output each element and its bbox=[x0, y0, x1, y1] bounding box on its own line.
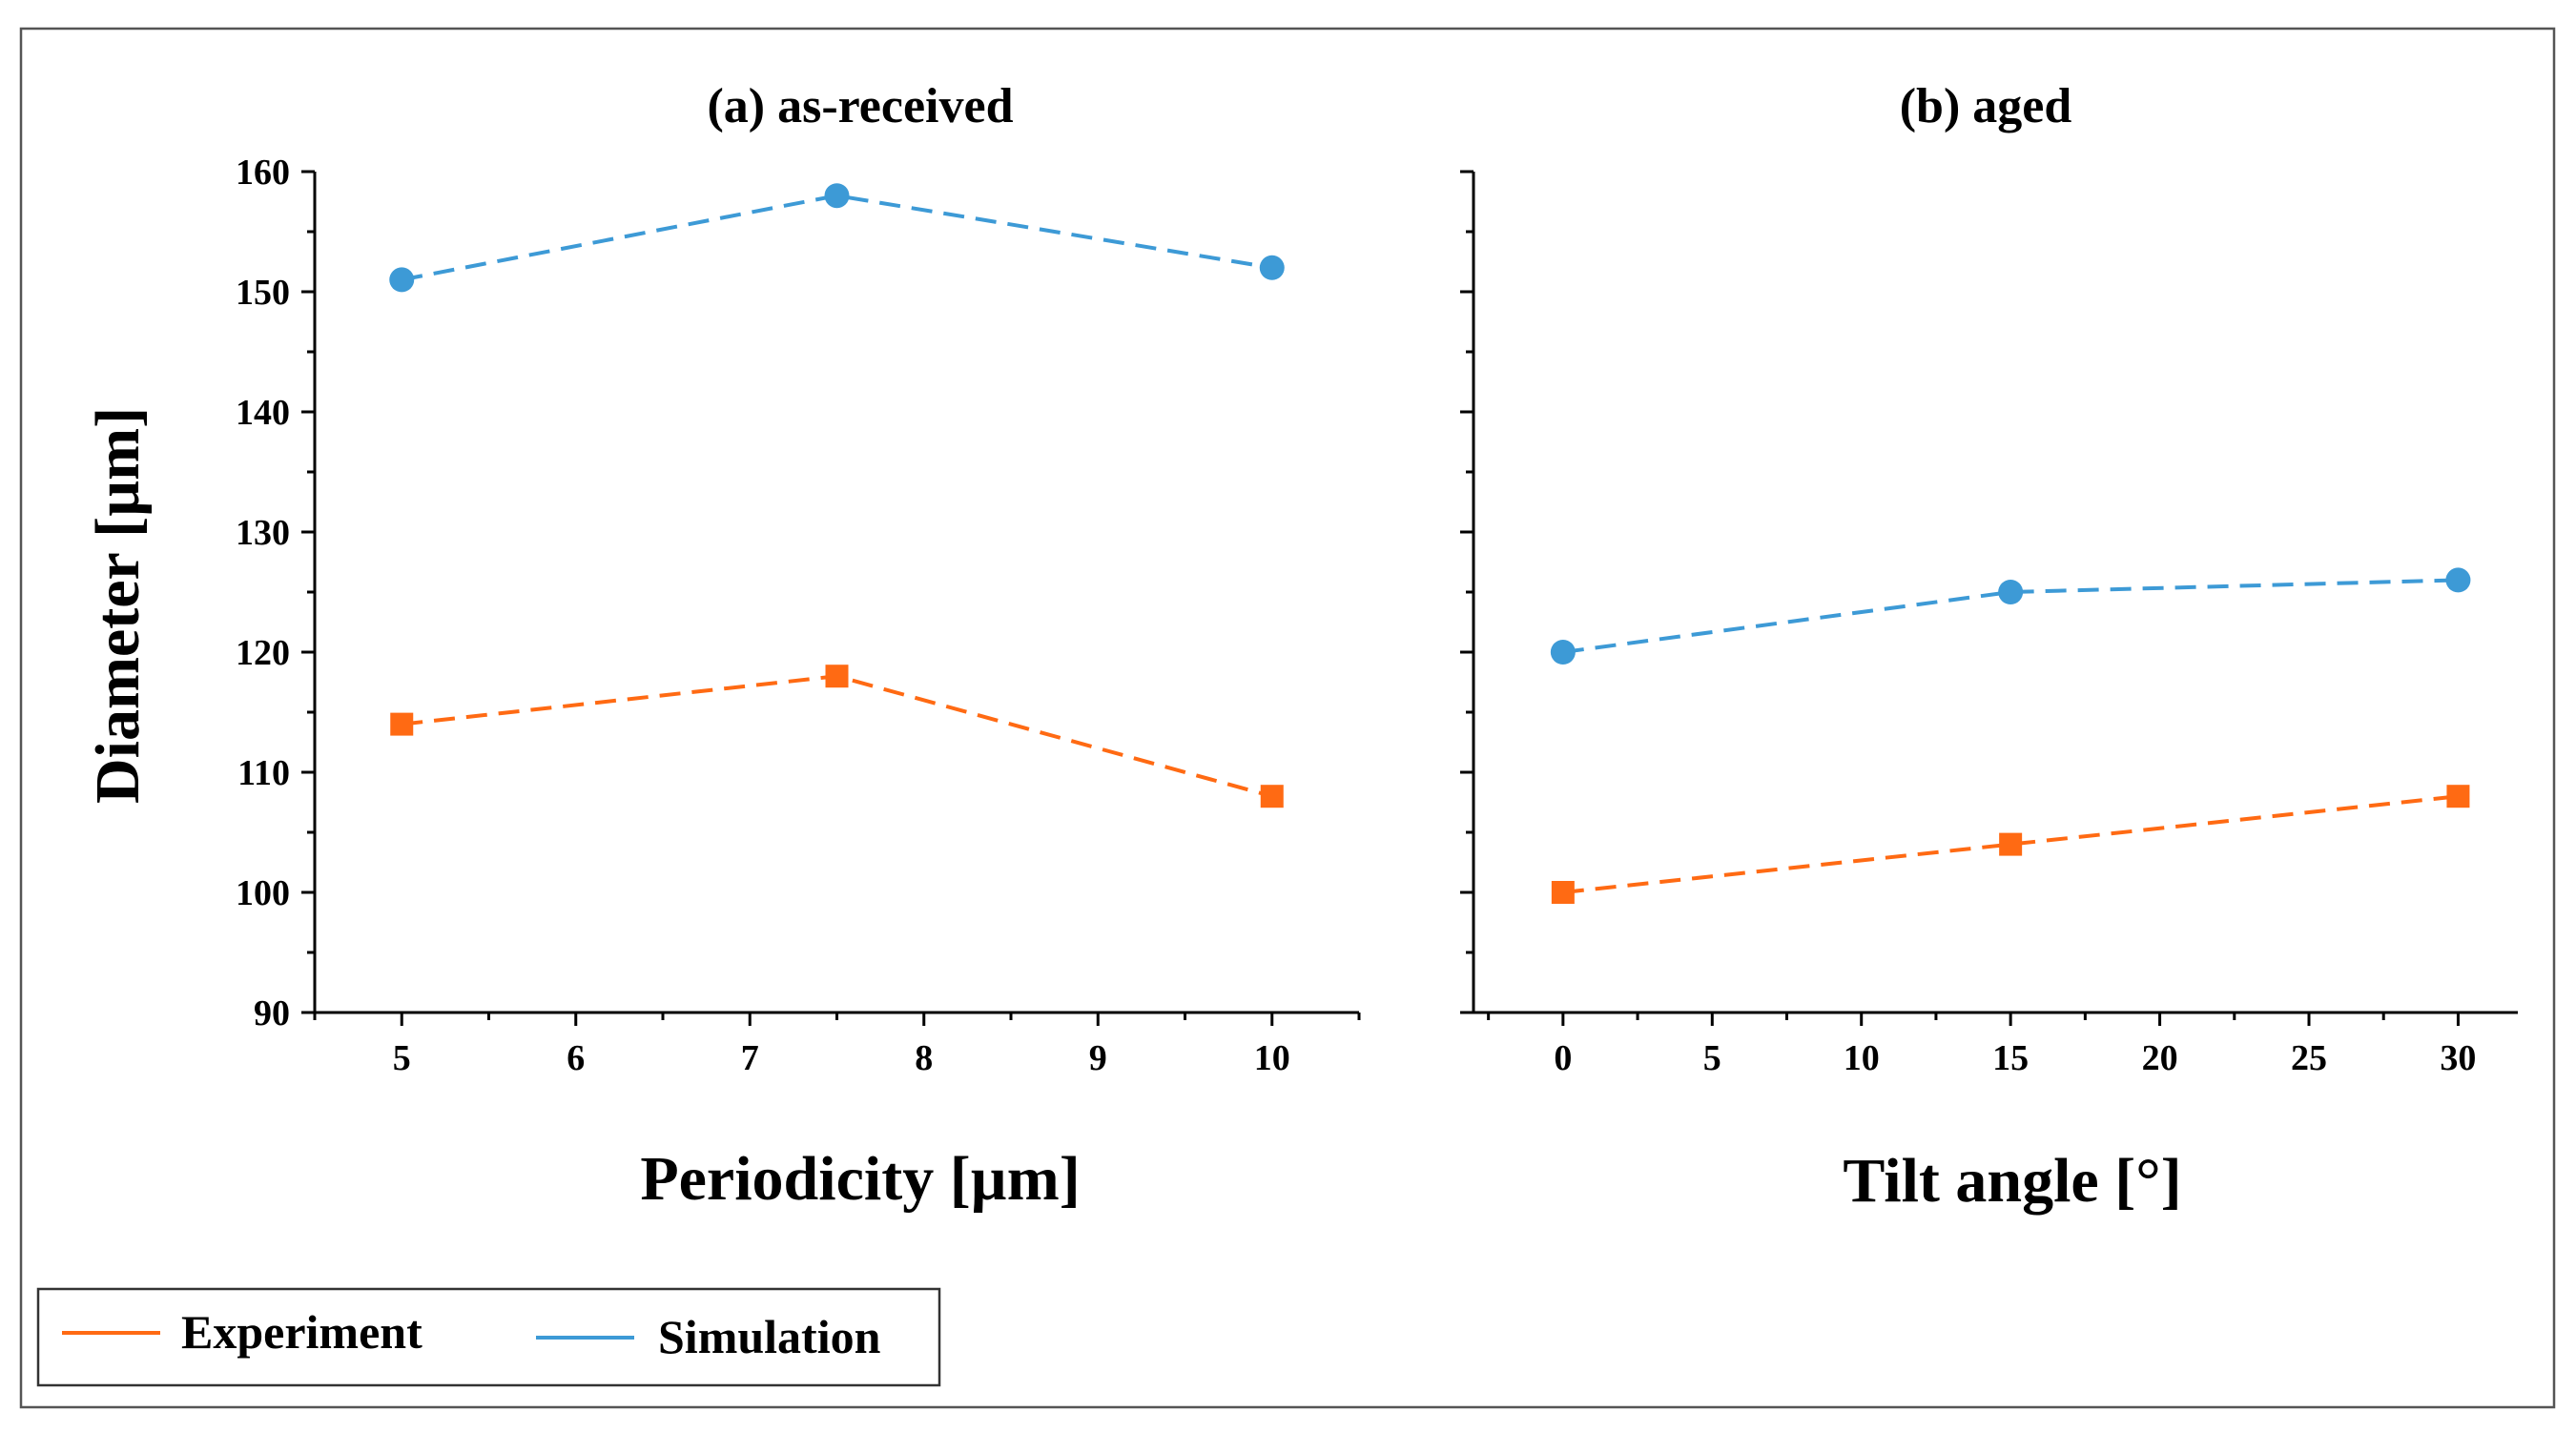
panel-a-experiment-point bbox=[390, 712, 414, 736]
panel-a-simulation-point bbox=[1259, 255, 1285, 280]
panel-b-experiment-point bbox=[2446, 785, 2470, 808]
panel-a-x-tick-label: 7 bbox=[741, 1038, 759, 1078]
panel-a-x-tick-label: 9 bbox=[1089, 1038, 1107, 1078]
panel-b-simulation-point bbox=[2445, 567, 2471, 593]
panel-a-data bbox=[389, 183, 1285, 808]
panel-b-x-tick-label: 30 bbox=[2440, 1038, 2476, 1078]
panel-b-simulation-point bbox=[1550, 640, 1576, 665]
panel-a-y-tick-label: 150 bbox=[236, 273, 290, 313]
outer-frame bbox=[19, 27, 2556, 1409]
panel-a-y-tick-label: 90 bbox=[254, 993, 290, 1033]
panel-a-simulation-point bbox=[389, 267, 415, 293]
panel-as-received: (a) as-received 90 100 110 120 130 140 150 160 5… bbox=[83, 79, 1361, 1214]
panel-a-x-tick-label: 6 bbox=[567, 1038, 585, 1078]
panel-b-x-axis-label: Tilt angle [°] bbox=[1843, 1146, 2181, 1216]
panel-a-experiment-line bbox=[402, 674, 1273, 799]
panel-aged: (b) aged 0 5 10 15 20 25 30 Tilt angle [°] bbox=[1460, 79, 2518, 1216]
panel-b-simulation-point bbox=[1998, 580, 2024, 604]
panel-a-y-tick-label: 110 bbox=[237, 753, 290, 793]
panel-b-experiment-point bbox=[1999, 832, 2023, 856]
legend-label-simulation: Simulation bbox=[658, 1310, 881, 1363]
panel-a-axes: 90 100 110 120 130 140 150 160 5 6 7 8 9 10 bbox=[236, 153, 1361, 1078]
panel-b-experiment-line bbox=[1562, 794, 2459, 894]
panel-b-x-tick-label: 5 bbox=[1703, 1038, 1721, 1078]
panel-a-x-axis-label: Periodicity [µm] bbox=[640, 1144, 1080, 1214]
panel-a-y-tick-label: 120 bbox=[236, 633, 290, 673]
panel-b-simulation-line bbox=[1562, 578, 2459, 654]
panel-b-axes: 0 5 10 15 20 25 30 bbox=[1460, 170, 2518, 1078]
panel-a-x-tick-label: 8 bbox=[915, 1038, 933, 1078]
panel-a-simulation-point bbox=[824, 183, 850, 209]
panel-a-y-axis-label: Diameter [µm] bbox=[83, 407, 153, 804]
legend: Experiment Simulation bbox=[36, 1287, 941, 1387]
panel-b-experiment-point bbox=[1551, 881, 1575, 904]
panel-a-y-tick-label: 160 bbox=[236, 153, 290, 193]
panel-b-title: (b) aged bbox=[1900, 79, 2072, 133]
panel-a-x-tick-label: 5 bbox=[393, 1038, 411, 1078]
panel-a-experiment-point bbox=[1260, 785, 1284, 808]
panel-a-x-tick-label: 10 bbox=[1254, 1038, 1290, 1078]
panel-a-experiment-point bbox=[825, 665, 849, 688]
panel-b-x-tick-label: 20 bbox=[2142, 1038, 2178, 1078]
panel-b-x-tick-label: 10 bbox=[1844, 1038, 1880, 1078]
panel-a-title: (a) as-received bbox=[707, 79, 1013, 133]
panel-a-y-tick-label: 100 bbox=[236, 873, 290, 913]
panel-b-x-tick-label: 15 bbox=[1992, 1038, 2029, 1078]
legend-box bbox=[36, 1287, 941, 1387]
panel-b-x-tick-label: 25 bbox=[2291, 1038, 2327, 1078]
legend-label-experiment: Experiment bbox=[181, 1305, 422, 1359]
panel-a-simulation-line bbox=[401, 194, 1273, 282]
panel-b-x-tick-label: 0 bbox=[1554, 1038, 1572, 1078]
panel-a-y-tick-label: 130 bbox=[236, 513, 290, 553]
panel-a-y-tick-label: 140 bbox=[236, 393, 290, 433]
panel-b-data bbox=[1550, 567, 2471, 904]
